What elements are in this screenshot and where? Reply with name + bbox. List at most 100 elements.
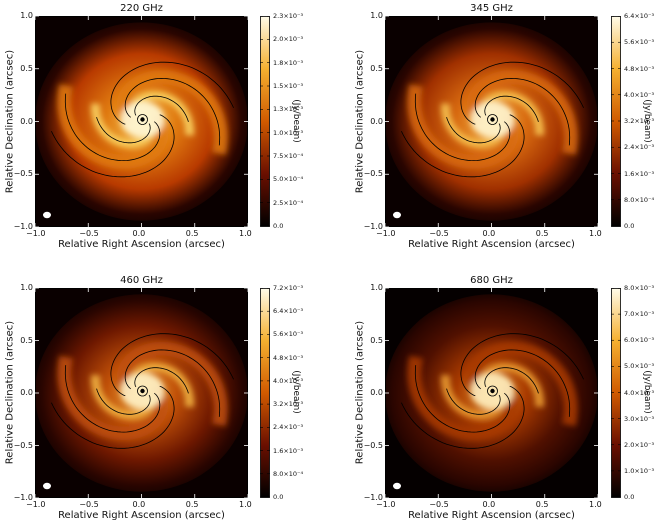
beam-ellipse [43,211,51,219]
y-tick-label: 0.0 [370,116,383,126]
colorbar-label: (Jy/beam) [642,98,652,143]
colorbar-tick-label: 1.3×10⁻³ [273,105,304,114]
colorbar-tick-label: 8.0×10⁻⁴ [624,195,655,204]
x-tick-label: −1.0 [376,229,396,238]
colorbar-tick-label: 7.2×10⁻³ [273,284,304,292]
y-tick-label: −1.0 [363,493,383,502]
x-axis-label: Relative Right Ascension (arcsec) [58,239,225,250]
colorbar [260,288,270,498]
colorbar [611,288,621,498]
colorbar-tick-label: 1.0×10⁻³ [624,466,655,475]
y-tick-label: 1.0 [370,283,383,292]
x-tick-label: −0.5 [429,229,449,238]
colorbar-tick-label: 0.0 [273,222,284,230]
x-tick-label: −0.5 [79,500,99,509]
emission-map [385,288,598,498]
colorbar-tick-label: 1.8×10⁻³ [273,58,304,67]
x-tick-label: 1.0 [589,229,602,238]
x-tick-label: −1.0 [26,229,46,238]
y-tick-label: 1.0 [20,11,33,20]
y-axis-label: Relative Declination (arcsec) [4,320,16,465]
emission-map [385,16,598,227]
colorbar-tick-label: 5.6×10⁻³ [624,38,655,47]
x-tick-label: −0.5 [79,229,99,238]
y-tick-label: −1.0 [363,222,383,231]
x-tick-label: 0.5 [185,500,199,509]
x-tick-label: 0.0 [132,500,146,509]
colorbar-tick-label: 7.0×10⁻³ [624,310,655,319]
colorbar-tick-label: 2.3×10⁻³ [273,12,304,20]
colorbar-tick-label: 8.0×10⁻⁴ [273,469,304,478]
contour-lines [401,61,584,178]
panel-title: 680 GHz [470,275,513,286]
colorbar-tick-label: 3.2×10⁻³ [624,117,655,125]
y-tick-label: −0.5 [13,169,33,179]
y-tick-label: 1.0 [20,283,33,292]
colorbar-tick-label: 6.4×10⁻³ [624,12,655,20]
x-tick-label: 1.0 [589,500,602,509]
y-tick-label: 0.5 [20,335,33,345]
contour-lines [51,333,234,449]
colorbar-tick-label: 1.5×10⁻³ [273,82,304,90]
colorbar-tick-label: 1.6×10⁻³ [624,169,655,178]
colorbar [260,16,270,227]
x-tick-label: 1.0 [239,500,252,509]
colorbar-tick-label: 4.0×10⁻³ [624,90,655,99]
colorbar-tick-label: 8.0×10⁻³ [624,284,655,292]
colorbar-tick-label: 3.0×10⁻³ [624,414,655,423]
y-tick-label: 0.5 [20,63,33,73]
colorbar-tick-label: 4.8×10⁻³ [624,64,655,73]
y-tick-label: −1.0 [13,493,33,502]
contour-lines [51,61,234,178]
y-axis-label: Relative Declination (arcsec) [4,49,16,193]
colorbar [611,16,621,227]
colorbar-tick-label: 4.0×10⁻³ [273,376,304,385]
x-tick-label: 0.5 [535,500,549,509]
y-tick-label: −1.0 [13,222,33,231]
beam-ellipse [393,482,401,490]
colorbar-tick-label: 2.5×10⁻⁴ [273,198,304,207]
x-axis-label: Relative Right Ascension (arcsec) [408,510,575,521]
colorbar-tick-label: 0.0 [273,493,284,501]
y-tick-label: −0.5 [13,440,33,450]
colorbar-tick-label: 1.6×10⁻³ [273,446,304,455]
y-tick-label: 0.5 [370,63,383,73]
y-axis-label: Relative Declination (arcsec) [354,49,366,193]
colorbar-tick-label: 3.2×10⁻³ [273,400,304,409]
contour-lines [401,333,584,449]
colorbar-tick-label: 0.0 [624,222,635,230]
colorbar-tick-label: 2.0×10⁻³ [624,440,655,449]
colorbar-label: (Jy/beam) [642,370,652,414]
y-tick-label: 0.0 [370,388,383,397]
colorbar-tick-label: 2.4×10⁻³ [624,143,655,152]
x-tick-label: −1.0 [26,500,46,509]
x-tick-label: 0.5 [535,229,549,238]
x-tick-label: 0.5 [185,229,199,238]
y-tick-label: −0.5 [363,169,383,179]
x-tick-label: −0.5 [429,500,449,509]
x-tick-label: −1.0 [376,500,396,509]
colorbar-tick-label: 2.0×10⁻³ [273,35,304,44]
colorbar-tick-label: 0.0 [624,493,635,501]
y-tick-label: −0.5 [363,440,383,450]
x-tick-label: 0.0 [482,229,496,238]
colorbar-tick-label: 5.6×10⁻³ [273,330,304,339]
colorbar-tick-label: 4.0×10⁻³ [624,388,655,397]
colorbar-tick-label: 7.5×10⁻⁴ [273,152,304,160]
emission-map [35,288,248,498]
colorbar-tick-label: 5.0×10⁻³ [624,362,655,371]
beam-ellipse [393,211,401,219]
x-axis-label: Relative Right Ascension (arcsec) [408,239,575,250]
colorbar-label: (Jy/beam) [291,98,301,143]
panel-title: 345 GHz [470,3,513,14]
panel-title: 460 GHz [120,275,163,286]
x-axis-label: Relative Right Ascension (arcsec) [58,510,225,521]
x-tick-label: 0.0 [132,229,146,238]
colorbar-tick-label: 4.8×10⁻³ [273,353,304,362]
y-tick-label: 0.0 [20,116,33,126]
beam-ellipse [43,482,51,490]
y-tick-label: 0.5 [370,335,383,345]
emission-map [35,16,248,227]
colorbar-tick-label: 5.0×10⁻⁴ [273,175,304,184]
colorbar-tick-label: 6.0×10⁻³ [624,336,655,345]
